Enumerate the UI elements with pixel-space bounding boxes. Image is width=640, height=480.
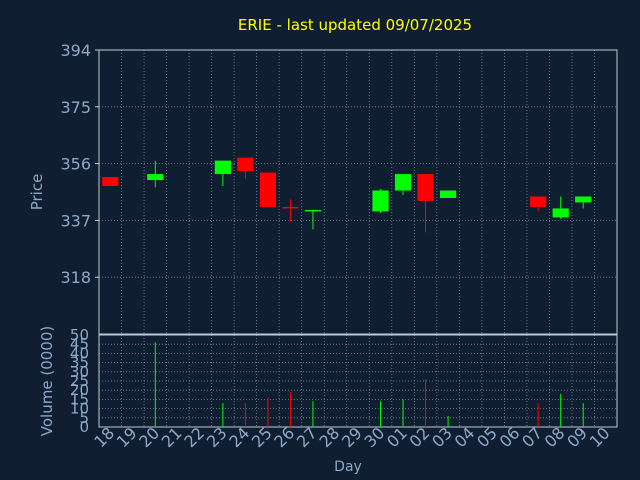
candle <box>552 196 569 219</box>
price-tick-label: 356 <box>60 155 91 174</box>
candle-body <box>304 209 322 212</box>
volume-tick-label: 45 <box>70 335 89 353</box>
price-axis-ticks: 318 337 356 375 394 <box>60 41 99 287</box>
candle <box>214 160 231 187</box>
chart-title: ERIE - last updated 09/07/2025 <box>238 16 472 34</box>
price-tick-label: 394 <box>60 41 91 60</box>
candle <box>394 174 412 195</box>
volume-frame <box>98 334 618 428</box>
price-panel: 318 337 356 375 394 Price <box>28 41 618 335</box>
candle-body <box>552 208 569 218</box>
candle-body <box>575 196 592 203</box>
candles <box>102 157 592 233</box>
volume-tick-label: 25 <box>70 372 89 390</box>
volume-tick-label: 30 <box>70 363 89 381</box>
volume-tick-label: 15 <box>70 390 89 408</box>
price-frame <box>98 49 618 335</box>
candle <box>147 160 164 188</box>
price-tick-label: 375 <box>60 98 91 117</box>
price-tick-label: 337 <box>60 211 91 230</box>
price-tick-label: 318 <box>60 268 91 287</box>
candle <box>439 190 457 198</box>
volume-tick-label: 20 <box>70 381 89 399</box>
candle-body <box>147 174 164 181</box>
candle-body <box>417 174 434 201</box>
candle-body <box>282 206 299 209</box>
candle-body <box>394 174 412 191</box>
candle-body <box>214 160 231 175</box>
price-axis-label: Price <box>28 174 46 211</box>
x-axis-ticks: 1819202122232425262728293001020304050607… <box>90 423 613 451</box>
candle <box>282 199 299 222</box>
candle <box>304 209 322 230</box>
candle <box>417 174 434 233</box>
volume-tick-label: 50 <box>70 326 89 344</box>
candle <box>102 177 119 187</box>
candle-body <box>237 157 254 172</box>
candle-body <box>530 196 547 207</box>
candle-body <box>259 172 277 207</box>
candle <box>575 196 592 209</box>
candle-body <box>372 190 389 212</box>
candle-body <box>102 177 119 187</box>
x-axis-label: Day <box>334 459 362 475</box>
volume-tick-label: 40 <box>70 344 89 362</box>
candle <box>237 157 254 179</box>
candle <box>372 189 389 213</box>
volume-tick-label: 35 <box>70 354 89 372</box>
volume-axis-label: Volume (0000) <box>38 326 56 436</box>
candle <box>259 172 277 207</box>
candle <box>530 196 547 212</box>
volume-tick-label: 0 <box>79 418 89 436</box>
volume-tick-label: 5 <box>79 409 89 427</box>
volume-tick-label: 10 <box>70 400 89 418</box>
volume-bars <box>154 342 584 427</box>
candle-body <box>439 190 457 198</box>
